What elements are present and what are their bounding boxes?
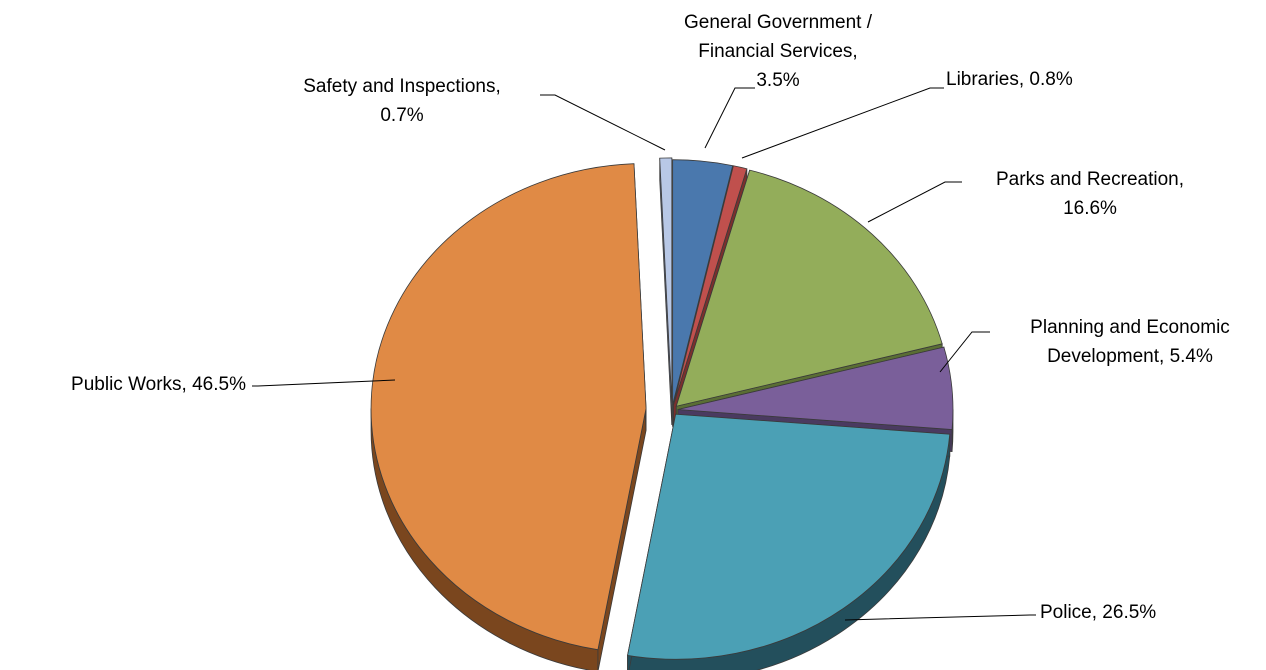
data-label-line: Libraries, 0.8% [946,69,1073,90]
data-label-line: 0.7% [380,105,423,126]
leader-line-parks-and-recreation [867,181,962,223]
pie-slice-planning-and-economic-development [677,346,954,430]
data-label-general-government-financial-services: General Government / Financial Services, 3… [684,12,873,91]
pie-slice-libraries [673,165,748,405]
pie-slice-safety-and-inspections [659,157,673,403]
pie-slice-public-works [370,163,647,651]
data-label-libraries: Libraries, 0.8% [946,69,1073,90]
pie-slice-layer [370,157,954,660]
leader-line-public-works [252,379,396,387]
data-label-public-works: Public Works, 46.5% [71,374,246,395]
data-label-police: Police, 26.5% [1040,602,1156,623]
data-label-line: Planning and Economic [1030,317,1230,338]
data-label-planning-and-economic-development: Planning and Economic Development, 5.4% [1030,317,1230,367]
data-label-safety-and-inspections: Safety and Inspections, 0.7% [303,76,501,126]
pie-slice-police [627,413,951,660]
data-label-line: 3.5% [756,70,799,91]
leader-line-planning-and-economic-development [939,331,990,373]
data-label-line: Parks and Recreation, [996,169,1184,190]
pie-slice-general-government-financial-services [672,159,734,405]
data-label-line: General Government / [684,12,873,33]
data-label-line: Development, 5.4% [1047,346,1213,367]
data-label-parks-and-recreation: Parks and Recreation, 16.6% [996,169,1184,219]
data-label-layer: General Government / Financial Services, 3… [71,12,1230,623]
data-label-line: 16.6% [1063,198,1117,219]
data-label-line: Financial Services, [698,41,857,62]
pie-slice-parks-and-recreation [675,169,943,407]
leader-line-libraries [741,87,944,159]
data-label-line: Public Works, 46.5% [71,374,246,395]
leader-line-layer [252,87,1036,621]
leader-line-general-government-financial-services [704,87,755,149]
data-label-line: Safety and Inspections, [303,76,501,97]
leader-line-safety-and-inspections [540,94,666,151]
data-label-line: Police, 26.5% [1040,602,1156,623]
leader-line-police [844,614,1036,621]
